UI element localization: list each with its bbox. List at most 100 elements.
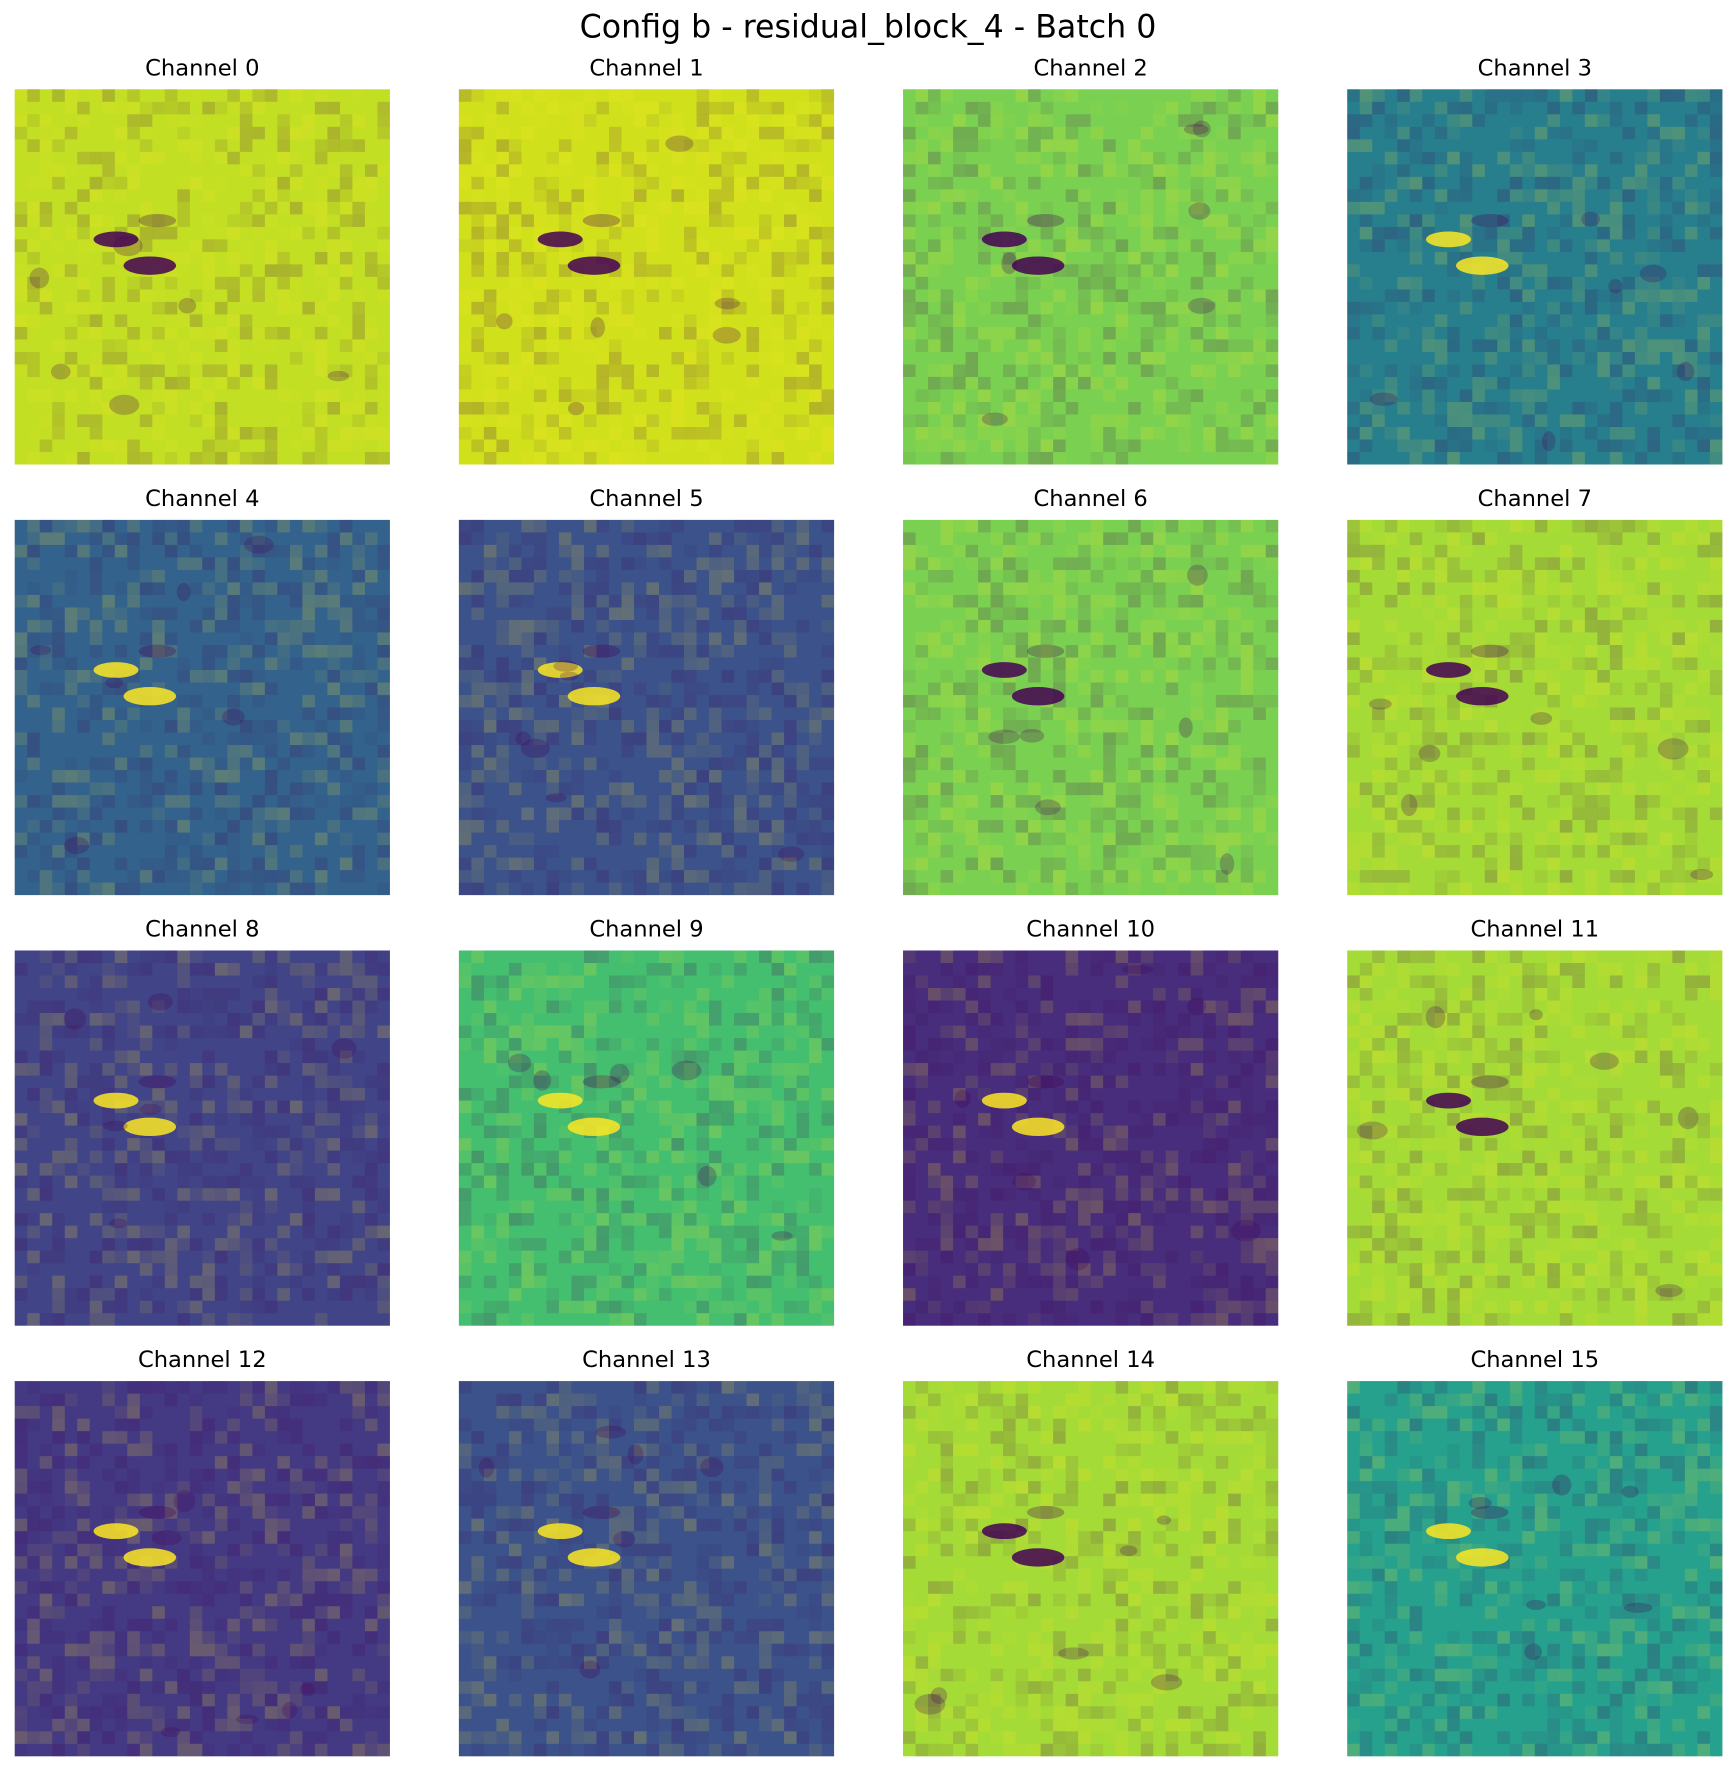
pixel [928, 569, 941, 583]
pixel [471, 339, 484, 352]
pixel [458, 963, 472, 976]
pixel [1634, 682, 1648, 696]
pixel [1709, 870, 1723, 883]
pixel [139, 1263, 153, 1276]
pixel [1672, 89, 1685, 102]
pixel [990, 607, 1004, 621]
pixel [583, 1012, 597, 1026]
pixel [39, 151, 53, 165]
pixel [327, 963, 340, 976]
pixel [89, 426, 103, 440]
pixel [1509, 276, 1523, 290]
pixel [1559, 870, 1573, 883]
pixel [746, 1225, 760, 1239]
pixel [1697, 582, 1710, 595]
pixel [1409, 364, 1423, 378]
pixel [1065, 832, 1079, 846]
pixel [1384, 757, 1398, 771]
pixel [1140, 669, 1154, 683]
pixel [1090, 426, 1104, 440]
pixel [1015, 795, 1029, 808]
pixel [89, 988, 103, 1001]
pixel [809, 214, 822, 227]
pixel [1584, 669, 1598, 683]
pixel [965, 795, 979, 808]
pixel [608, 214, 622, 227]
pixel [583, 950, 597, 964]
pixel [289, 657, 303, 670]
pixel [746, 807, 760, 821]
pixel [708, 426, 722, 440]
pixel [659, 832, 672, 846]
pixel [496, 1138, 509, 1151]
pixel [152, 1000, 165, 1014]
pixel [734, 795, 747, 808]
pixel [327, 201, 340, 215]
pixel [1609, 870, 1623, 883]
pixel [1190, 326, 1204, 340]
pixel [928, 820, 941, 833]
pixel [458, 1213, 472, 1226]
pixel [302, 1250, 315, 1264]
pixel [1347, 201, 1360, 215]
pixel [1128, 439, 1141, 453]
pixel [27, 519, 40, 533]
pixel [1597, 557, 1610, 570]
pixel [27, 289, 40, 302]
pixel [496, 669, 509, 683]
pixel [1509, 451, 1523, 465]
pixel [940, 519, 954, 533]
pixel [1165, 226, 1179, 240]
pixel [114, 139, 128, 152]
pixel [114, 682, 128, 696]
pixel [377, 619, 390, 633]
pixel [114, 1188, 128, 1201]
pixel [1397, 139, 1410, 152]
pixel [471, 644, 484, 658]
pixel [583, 644, 597, 658]
pixel [759, 101, 772, 115]
pixel [533, 276, 547, 290]
pixel [52, 882, 65, 896]
pixel [521, 1088, 534, 1101]
pixel [164, 1063, 178, 1076]
pixel [928, 176, 941, 190]
pixel [1078, 376, 1091, 390]
pixel [177, 351, 190, 365]
pixel [139, 963, 153, 976]
spot [243, 535, 274, 554]
pixel [696, 239, 710, 252]
pixel [1265, 832, 1279, 846]
pixel [314, 1313, 328, 1326]
pixel [659, 126, 672, 140]
pixel [708, 314, 722, 327]
pixel [533, 251, 547, 265]
pixel [1672, 769, 1685, 783]
pixel [1659, 557, 1673, 570]
pixel [646, 414, 660, 427]
pixel [458, 289, 472, 302]
pixel [152, 1275, 165, 1289]
pixel [89, 1000, 103, 1014]
pixel [621, 201, 635, 215]
pixel [89, 189, 103, 202]
pixel [1409, 289, 1423, 302]
pixel [821, 126, 835, 140]
pixel [1522, 314, 1535, 327]
pixel [377, 439, 390, 453]
pixel [164, 1025, 178, 1039]
pixel [1672, 857, 1685, 871]
pixel [458, 176, 472, 190]
pixel [152, 402, 165, 415]
pixel [1372, 557, 1385, 570]
pixel [1659, 732, 1673, 746]
pixel [177, 657, 190, 670]
pixel [302, 644, 315, 658]
pixel [940, 669, 954, 683]
pixel [696, 364, 710, 378]
pixel [102, 1300, 115, 1314]
pixel [177, 857, 190, 871]
pixel [1409, 376, 1423, 390]
pixel [214, 426, 228, 440]
pixel [227, 289, 240, 302]
